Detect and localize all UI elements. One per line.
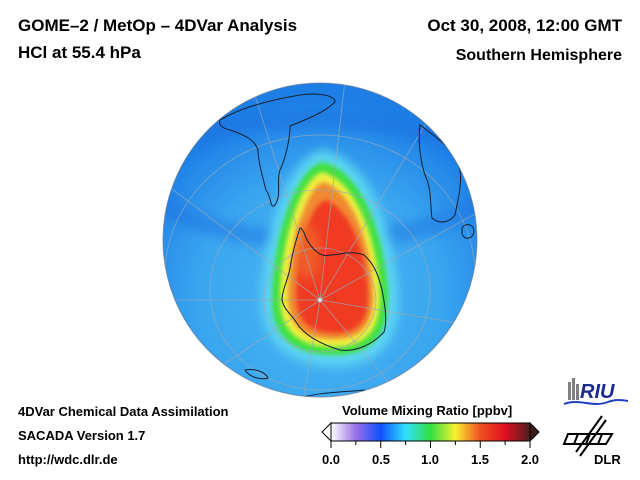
colorbar xyxy=(321,421,540,448)
footer-url[interactable]: http://wdc.dlr.de xyxy=(18,452,118,467)
dlr-logo-text: DLR xyxy=(594,452,621,467)
dlr-logo: DLR xyxy=(562,415,621,467)
hcl-anomaly xyxy=(262,150,399,367)
colorbar-tick-label: 2.0 xyxy=(520,452,540,467)
footer-line-1: 4DVar Chemical Data Assimilation xyxy=(18,404,229,419)
colorbar-min-arrow xyxy=(321,421,332,443)
footer-line-2: SACADA Version 1.7 xyxy=(18,428,146,443)
globe-outline xyxy=(162,82,478,398)
south-pole-marker xyxy=(317,297,323,303)
title-line-1: GOME–2 / MetOp – 4DVar Analysis xyxy=(18,16,298,35)
colorbar-tick-label: 0.5 xyxy=(371,452,391,467)
riu-logo-text: RIU xyxy=(580,381,615,403)
colorbar-tick-label: 0.0 xyxy=(321,452,341,467)
date-label: Oct 30, 2008, 12:00 GMT xyxy=(427,16,622,35)
title-line-2: HCl at 55.4 hPa xyxy=(18,43,141,62)
region-label: Southern Hemisphere xyxy=(455,47,622,64)
colorbar-gradient xyxy=(330,422,531,442)
colorbar-max-arrow xyxy=(529,421,540,443)
colorbar-tick-label: 1.0 xyxy=(420,452,440,467)
colorbar-tick-label: 1.5 xyxy=(470,452,490,467)
colorbar-title: Volume Mixing Ratio [ppbv] xyxy=(342,403,513,418)
riu-logo: RIU xyxy=(563,378,629,405)
